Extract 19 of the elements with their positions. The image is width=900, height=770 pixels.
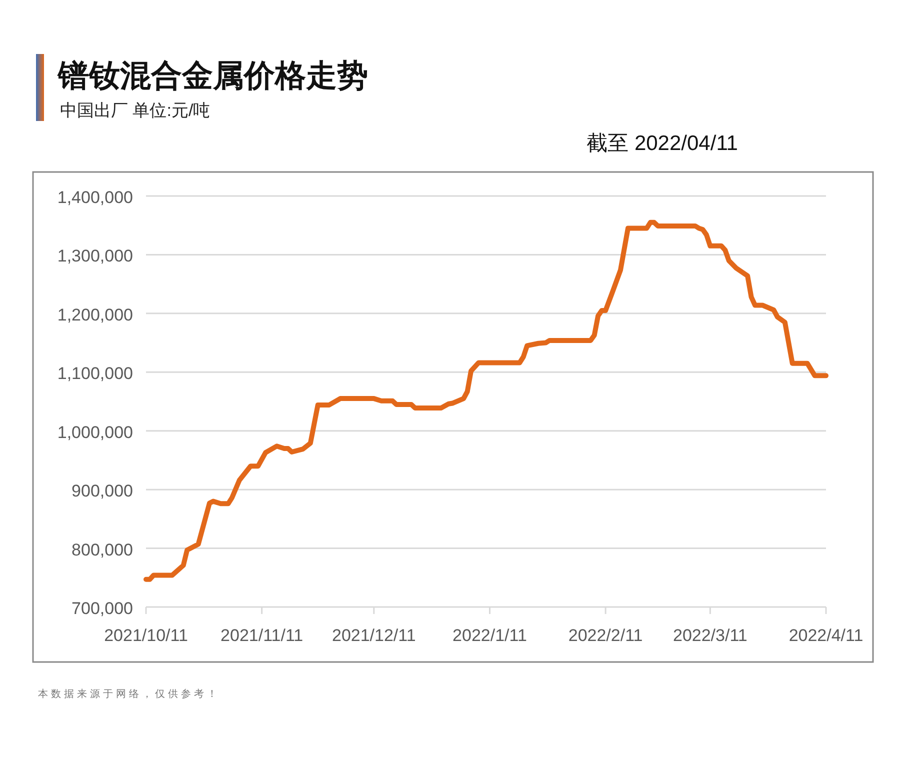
x-tick-label: 2022/3/11 bbox=[672, 626, 748, 645]
y-tick-label: 1,200,000 bbox=[57, 305, 133, 324]
chart-title: 镨钕混合金属价格走势 bbox=[57, 58, 368, 93]
y-tick-label: 800,000 bbox=[72, 540, 133, 560]
y-tick-label: 1,000,000 bbox=[57, 422, 133, 442]
y-tick-label: 700,000 bbox=[72, 599, 133, 618]
y-tick-label: 1,300,000 bbox=[57, 246, 133, 266]
y-tick-label: 900,000 bbox=[72, 482, 133, 501]
text: 截至 2022/04/11 bbox=[586, 132, 738, 155]
y-tick-label: 1,400,000 bbox=[57, 188, 133, 207]
x-tick-label: 2021/10/11 bbox=[104, 626, 188, 645]
text: 本数据来源于网络，仅供参考！ bbox=[38, 688, 220, 700]
x-tick-label: 2021/11/11 bbox=[220, 626, 304, 645]
x-tick-label: 2022/2/11 bbox=[568, 626, 643, 645]
x-tick-label: 2022/1/11 bbox=[452, 626, 527, 645]
y-tick-label: 1,100,000 bbox=[57, 364, 133, 384]
x-tick-label: 2022/4/11 bbox=[788, 626, 864, 645]
x-tick-label: 2021/12/11 bbox=[332, 626, 416, 645]
chart-subtitle: 中国出厂 单位:元/吨 bbox=[60, 101, 210, 120]
